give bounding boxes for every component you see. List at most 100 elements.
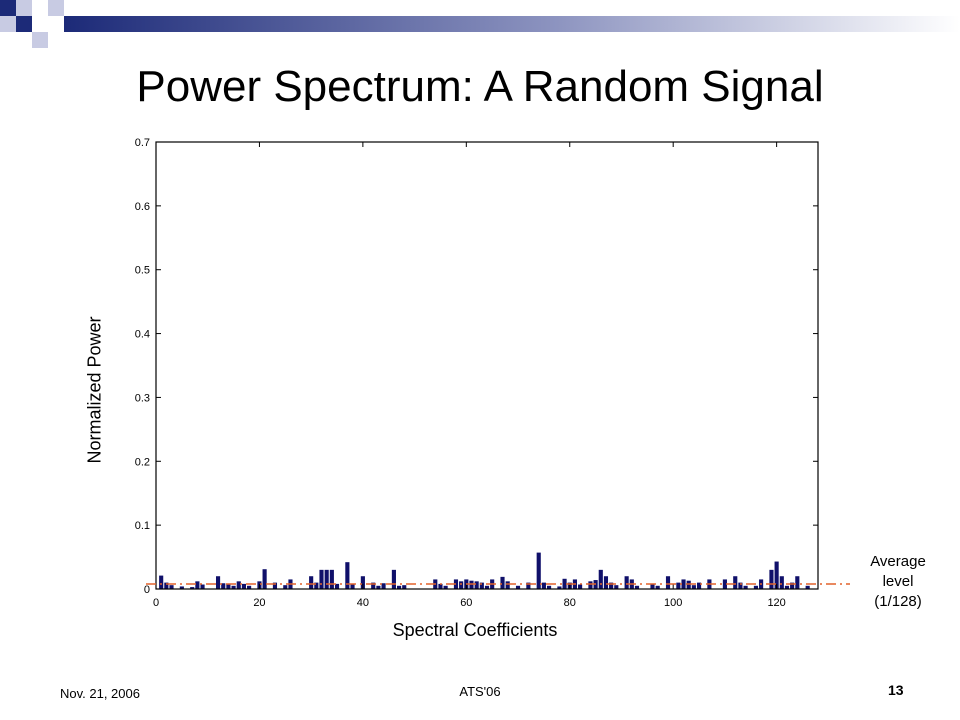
gradient-bar (64, 16, 960, 32)
y-tick-label: 0 (144, 584, 150, 596)
bar (614, 585, 619, 589)
bar (795, 576, 800, 589)
bar (634, 585, 640, 589)
footer-date: Nov. 21, 2006 (60, 686, 140, 701)
bar (334, 583, 340, 589)
bar (469, 580, 474, 589)
y-tick-label: 0.2 (135, 456, 150, 468)
bar (774, 561, 779, 589)
bar (314, 582, 319, 589)
square-accent-3 (16, 0, 32, 16)
bar (484, 585, 490, 589)
bar (319, 569, 324, 589)
bar (309, 576, 314, 589)
bar (179, 586, 184, 589)
average-level-annotation: Average level (1/128) (852, 552, 944, 612)
bar (381, 583, 386, 589)
bar (769, 569, 774, 589)
bar (505, 581, 510, 589)
bar (598, 569, 603, 589)
bar (360, 576, 365, 589)
bar (650, 583, 655, 589)
y-tick-label: 0.6 (135, 201, 150, 213)
x-tick-label: 80 (564, 597, 576, 609)
bar (397, 585, 402, 589)
y-tick-label: 0.5 (135, 265, 150, 277)
bar (231, 585, 236, 589)
square-accent-4 (0, 16, 16, 32)
bar (743, 585, 748, 589)
bar (515, 585, 521, 589)
bar (541, 582, 546, 589)
axis-ticks: 0 0.1 0.2 0.3 0.4 0.5 0.6 0.7 0 20 40 60 80 100 120 (135, 137, 818, 609)
bar (474, 581, 479, 589)
bar (784, 585, 790, 589)
bar (733, 576, 738, 589)
bar (200, 584, 205, 589)
bar (805, 585, 810, 589)
bar (247, 585, 252, 589)
bar (686, 580, 691, 589)
bar (402, 585, 407, 589)
bar (371, 582, 376, 589)
bar (665, 576, 671, 589)
plot-frame (155, 141, 819, 590)
y-tick-label: 0.3 (135, 392, 150, 404)
bar (236, 581, 241, 589)
y-tick-label: 0.7 (135, 137, 150, 149)
x-tick-label: 0 (153, 597, 159, 609)
bar (624, 576, 629, 589)
bar (722, 579, 727, 589)
bar (329, 569, 334, 589)
title-bar-decoration (0, 0, 960, 48)
bar (272, 582, 278, 589)
annotation-line-3: (1/128) (874, 593, 922, 610)
annotation-line-1: Average (870, 553, 926, 570)
bar (438, 583, 443, 589)
bar (753, 585, 759, 589)
bar (283, 585, 288, 589)
bar (215, 576, 221, 589)
bar (195, 581, 200, 589)
bar (696, 582, 702, 589)
bar (779, 576, 784, 589)
bar (443, 585, 448, 589)
bar (190, 587, 195, 589)
y-axis-label: Normalized Power (84, 316, 105, 464)
bar (350, 583, 355, 589)
bar (226, 584, 231, 589)
bar (790, 582, 795, 589)
bar (588, 581, 593, 589)
bar (479, 582, 484, 589)
x-tick-label: 40 (357, 597, 369, 609)
bar (241, 583, 246, 589)
bar (262, 569, 267, 589)
footer-event: ATS'06 (459, 684, 501, 699)
bar (164, 582, 169, 589)
square-accent-6 (48, 0, 64, 16)
bar (562, 578, 567, 589)
bar (324, 569, 329, 589)
x-tick-label: 100 (664, 597, 682, 609)
x-tick-label: 60 (460, 597, 472, 609)
bar (536, 552, 541, 589)
y-tick-label: 0.1 (135, 520, 150, 532)
bar (221, 583, 226, 589)
bar (603, 576, 609, 589)
bar (578, 584, 583, 589)
slide-title: Power Spectrum: A Random Signal (136, 62, 824, 111)
square-accent-5 (32, 32, 48, 48)
y-tick-label: 0.4 (135, 329, 150, 341)
bar (738, 582, 743, 589)
bar (459, 581, 464, 589)
x-tick-label: 20 (253, 597, 265, 609)
bar (681, 579, 686, 589)
square-accent-2 (16, 16, 32, 32)
bar (376, 585, 381, 589)
bar (391, 569, 396, 589)
bar (546, 585, 552, 589)
bar (557, 586, 562, 589)
bar (526, 582, 531, 589)
x-tick-label: 120 (767, 597, 785, 609)
